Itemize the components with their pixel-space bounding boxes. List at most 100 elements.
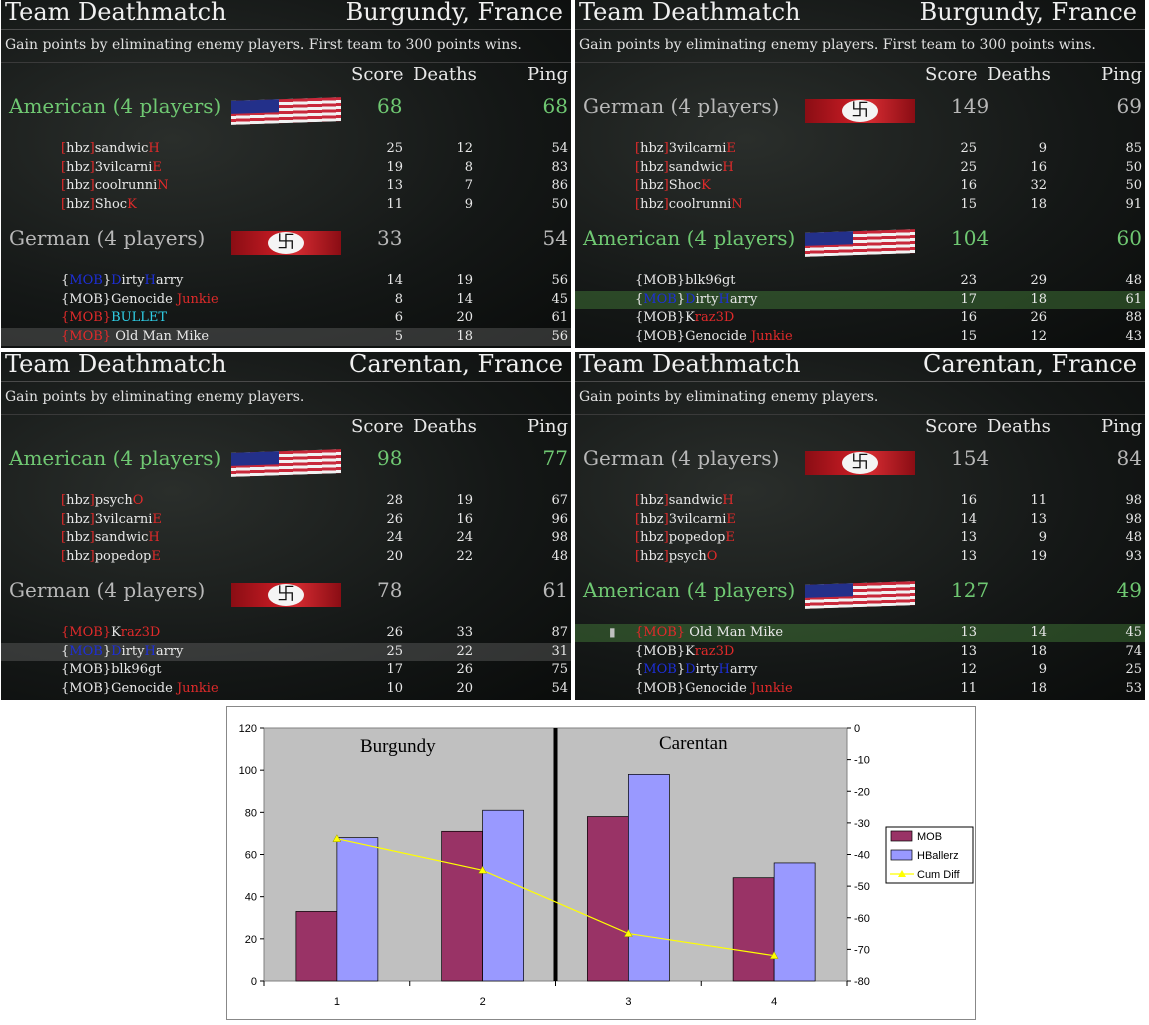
player-row[interactable]: [hbz]ShocK 11 9 50 [1, 196, 571, 214]
player-row[interactable]: {MOB}blk96gt 17 26 75 [1, 661, 571, 679]
player-score: 20 [386, 549, 403, 564]
player-name: {MOB} Old Man Mike [61, 329, 209, 344]
player-ping: 67 [551, 493, 568, 508]
player-deaths: 19 [456, 493, 473, 508]
player-row[interactable]: [hbz]3vilcarniE 19 8 83 [1, 159, 571, 177]
player-name-part: { [635, 292, 644, 307]
player-name: [hbz]psychO [61, 493, 143, 508]
player-name-part: ] [89, 512, 95, 527]
player-name-part: Junkie [750, 329, 793, 344]
player-row[interactable]: [hbz]sandwicH 16 11 98 [575, 492, 1145, 510]
team-name: German (4 players) [9, 226, 206, 250]
player-row[interactable]: {MOB}blk96gt 23 29 48 [575, 272, 1145, 290]
player-row[interactable]: {MOB}BULLET 6 20 61 [1, 309, 571, 327]
player-name-part: E [151, 549, 161, 564]
player-row[interactable]: {MOB}Genocide Junkie 10 20 54 [1, 680, 571, 698]
player-name-part: } [102, 644, 112, 659]
player-row[interactable]: {MOB}Genocide Junkie 11 18 53 [575, 680, 1145, 698]
player-name-part: E [726, 512, 736, 527]
player-row[interactable]: {MOB}Kraz3D 26 33 87 [1, 624, 571, 642]
player-name-part: K [685, 310, 695, 325]
column-header-score: Score [351, 64, 404, 85]
y-tick-label: 80 [245, 807, 257, 819]
player-name-part: Junkie [750, 681, 793, 696]
player-deaths: 9 [1038, 530, 1047, 545]
player-row[interactable]: ▮ {MOB} Old Man Mike 13 14 45 [575, 624, 1145, 642]
bar-mob [732, 877, 775, 982]
player-name-part: hbz [640, 549, 664, 564]
player-name-part: { [61, 644, 70, 659]
player-ping: 50 [551, 197, 568, 212]
mode-description: Gain points by eliminating enemy players… [5, 389, 305, 405]
team-header: German (4 players) 卐 149 69 [575, 90, 1145, 130]
player-row[interactable]: {MOB}Genocide Junkie 8 14 45 [1, 291, 571, 309]
player-name-part: {MOB} [635, 681, 686, 696]
player-row[interactable]: [hbz]sandwicH 25 12 54 [1, 140, 571, 158]
player-name-part: {MOB} [61, 310, 112, 325]
player-name-part: {MOB} [61, 329, 112, 344]
team-header: German (4 players) 卐 33 54 [1, 222, 571, 262]
x-tick-label: 3 [625, 996, 631, 1008]
player-name-part: arry [729, 662, 758, 677]
player-name-part: ] [89, 530, 95, 545]
team-header: German (4 players) 卐 154 84 [575, 442, 1145, 482]
player-row[interactable]: [hbz]3vilcarniE 14 13 98 [575, 511, 1145, 529]
player-row[interactable]: [hbz]popedopE 20 22 48 [1, 548, 571, 566]
player-row[interactable]: {MOB}DirtyHarry 17 18 61 [575, 291, 1145, 309]
player-row[interactable]: [hbz]ShocK 16 32 50 [575, 177, 1145, 195]
player-deaths: 8 [464, 160, 473, 175]
y-tick-label: 100 [239, 765, 257, 777]
player-score: 14 [960, 512, 977, 527]
bar-mob [587, 816, 629, 982]
player-row[interactable]: [hbz]coolrunniN 13 7 86 [1, 177, 571, 195]
player-ping: 50 [1125, 178, 1142, 193]
player-name-part: E [725, 530, 735, 545]
player-name-part: 3vilcarni [94, 160, 153, 175]
player-row[interactable]: [hbz]popedopE 13 9 48 [575, 529, 1145, 547]
player-name-part: [ [61, 160, 67, 175]
player-ping: 31 [551, 644, 568, 659]
player-name-part: hbz [66, 160, 90, 175]
team-ping: 68 [542, 94, 568, 118]
player-row[interactable]: {MOB}Kraz3D 13 18 74 [575, 643, 1145, 661]
team-score: 154 [951, 446, 990, 470]
player-name-part: 3vilcarni [94, 512, 153, 527]
player-score: 25 [386, 644, 403, 659]
column-header-ping: Ping [1101, 416, 1142, 437]
swastika-disc: 卐 [842, 100, 878, 122]
player-row[interactable]: [hbz]sandwicH 25 16 50 [575, 159, 1145, 177]
player-row[interactable]: {MOB}Genocide Junkie 15 12 43 [575, 328, 1145, 346]
player-name: {MOB}BULLET [61, 310, 167, 325]
player-row[interactable]: [hbz]psychO 28 19 67 [1, 492, 571, 510]
player-row[interactable]: {MOB}Kraz3D 16 26 88 [575, 309, 1145, 327]
player-row[interactable]: {MOB}DirtyHarry 12 9 25 [575, 661, 1145, 679]
player-deaths: 7 [464, 178, 473, 193]
player-ping: 50 [1125, 160, 1142, 175]
player-row[interactable]: [hbz]psychO 13 19 93 [575, 548, 1145, 566]
player-name-part: MOB [643, 292, 677, 307]
player-name-part: 3vilcarni [668, 512, 727, 527]
player-row[interactable]: [hbz]sandwicH 24 24 98 [1, 529, 571, 547]
player-row[interactable]: [hbz]3vilcarniE 25 9 85 [575, 140, 1145, 158]
player-row[interactable]: {MOB}DirtyHarry 25 22 31 [1, 643, 571, 661]
team-header: American (4 players) 98 77 [1, 442, 571, 482]
player-name: [hbz]3vilcarniE [635, 141, 736, 156]
y2-tick-label: -70 [854, 944, 870, 956]
player-row[interactable]: [hbz]coolrunniN 15 18 91 [575, 196, 1145, 214]
cum-diff-point [332, 834, 342, 842]
player-row[interactable]: {MOB}DirtyHarry 14 19 56 [1, 272, 571, 290]
player-row[interactable]: {MOB} Old Man Mike 5 18 56 [1, 328, 571, 346]
legend-marker [898, 870, 906, 877]
team-score: 78 [377, 578, 403, 602]
player-name-part: blk96gt [685, 273, 736, 288]
swastika-disc: 卐 [842, 452, 878, 474]
divider [1, 414, 571, 415]
team-score: 127 [951, 578, 990, 602]
us-flag-icon [231, 449, 341, 477]
column-header-deaths: Deaths [987, 64, 1051, 85]
player-name-part: D [111, 273, 122, 288]
player-row[interactable]: [hbz]3vilcarniE 26 16 96 [1, 511, 571, 529]
player-name: [hbz]sandwicH [61, 530, 160, 545]
player-deaths: 18 [1030, 292, 1047, 307]
player-score: 25 [386, 141, 403, 156]
